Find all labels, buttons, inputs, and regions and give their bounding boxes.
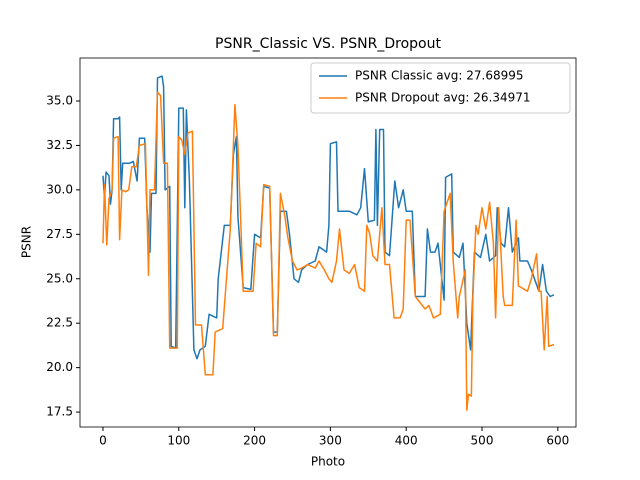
x-tick-label: 100 <box>167 434 190 448</box>
x-axis-label: Photo <box>311 455 345 469</box>
data-line <box>102 91 555 412</box>
legend-box <box>310 62 571 114</box>
x-tick-label: 200 <box>243 434 266 448</box>
x-tick-label: 500 <box>471 434 494 448</box>
x-tick-label: 400 <box>395 434 418 448</box>
y-tick-label: 35.0 <box>46 94 73 108</box>
y-tick-label: 20.0 <box>46 360 73 374</box>
data-line <box>102 75 555 360</box>
y-axis-label: PSNR <box>20 226 34 258</box>
chart-title: PSNR_Classic VS. PSNR_Dropout <box>215 36 441 52</box>
y-tick-label: 32.5 <box>46 138 73 152</box>
x-tick-label: 600 <box>546 434 569 448</box>
y-tick-label: 25.0 <box>46 271 73 285</box>
plot-frame <box>79 57 577 428</box>
y-tick-label: 27.5 <box>46 227 73 241</box>
legend-label: PSNR Classic avg: 27.68995 <box>355 69 524 83</box>
y-tick-label: 22.5 <box>46 316 73 330</box>
y-tick-label: 30.0 <box>46 182 73 196</box>
legend-label: PSNR Dropout avg: 26.34971 <box>355 91 531 105</box>
x-tick-label: 0 <box>99 434 107 448</box>
x-tick-label: 300 <box>319 434 342 448</box>
y-tick-label: 17.5 <box>46 405 73 419</box>
